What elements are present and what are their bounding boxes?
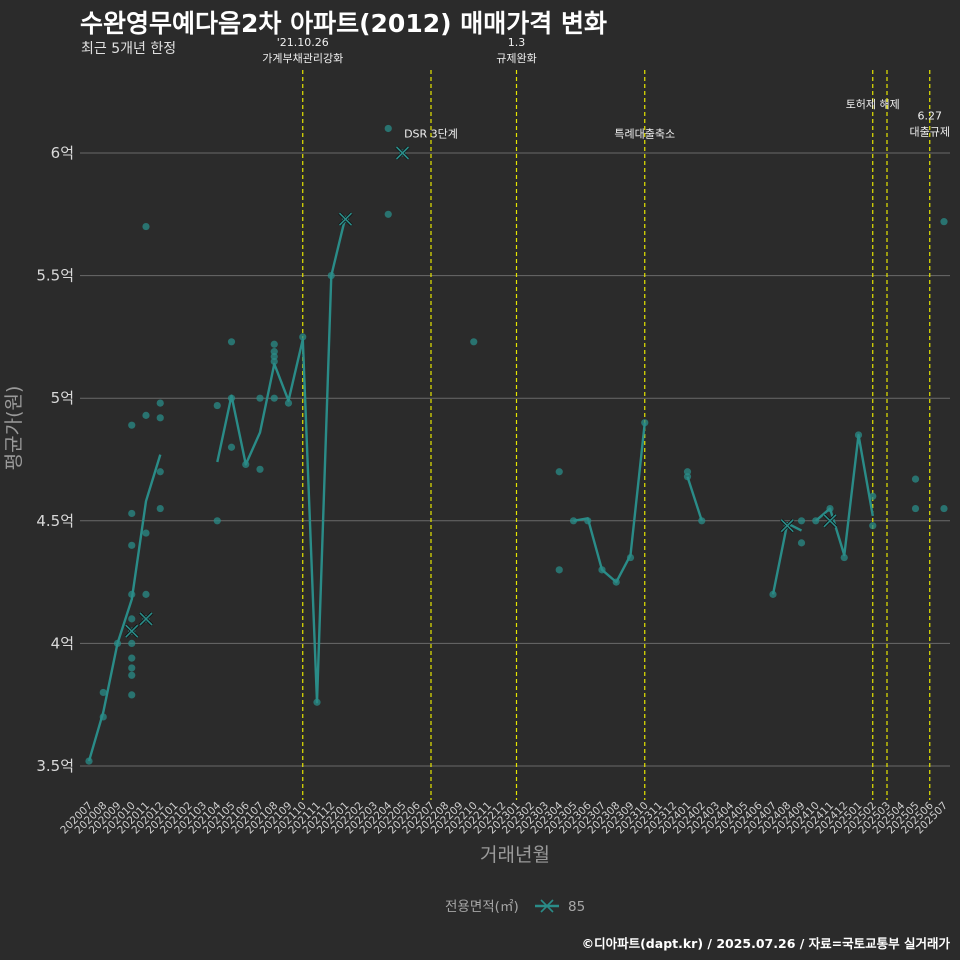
data-point: [256, 394, 264, 402]
legend-entry-85: 85: [568, 899, 585, 915]
legend: 전용면적(㎡) 85: [445, 899, 585, 915]
data-point: [156, 468, 164, 476]
data-point: [256, 465, 264, 473]
data-point: [869, 522, 877, 530]
series-line-85: [815, 433, 874, 557]
cross-marker: [780, 519, 794, 533]
data-point: [128, 421, 136, 429]
data-point: [227, 443, 236, 451]
y-tick-label: 4억: [51, 634, 74, 652]
data-point: [227, 338, 236, 346]
data-point: [270, 357, 278, 366]
data-point: [270, 394, 278, 402]
cross-marker: [139, 612, 153, 626]
data-point: [142, 529, 150, 537]
series-line-85: [771, 522, 803, 595]
data-point: [213, 517, 221, 525]
data-point: [128, 664, 136, 672]
x-axis-ticks: 2020072020082020092020102020112020122021…: [58, 799, 950, 836]
data-point: [555, 468, 563, 476]
cross-marker: [125, 624, 139, 638]
legend-cross-icon: [540, 899, 554, 913]
series-lines: [87, 216, 874, 762]
data-point: [156, 399, 164, 407]
data-point: [128, 671, 136, 679]
legend-title: 전용면적(㎡): [445, 899, 519, 915]
data-point: [555, 566, 563, 574]
data-point: [128, 691, 136, 699]
y-tick-label: 3.5억: [36, 757, 74, 775]
data-point: [797, 517, 806, 525]
data-point: [99, 688, 107, 697]
data-point: [797, 539, 806, 547]
data-point: [128, 639, 136, 648]
data-point: [940, 504, 948, 513]
series-line-85: [216, 216, 347, 704]
y-axis-ticks: 3.5억 4억 4.5억 5억 5.5억 6억: [36, 144, 74, 775]
data-point: [142, 411, 150, 419]
cross-marker: [395, 146, 410, 160]
data-point: [142, 590, 150, 598]
event-annotation: 규제완화: [496, 52, 536, 65]
event-annotation: 6.27: [918, 110, 943, 123]
cross-markers: [124, 145, 838, 639]
x-axis-title: 거래년월: [480, 844, 550, 866]
series-line-85: [686, 476, 703, 522]
data-point: [940, 218, 948, 226]
y-tick-label: 4.5억: [36, 512, 74, 530]
y-tick-label: 6억: [51, 144, 74, 162]
chart-subtitle: 최근 5개년 한정: [81, 41, 177, 57]
data-point: [299, 333, 307, 341]
data-point: [128, 541, 136, 549]
data-point: [911, 504, 920, 513]
data-point: [470, 338, 478, 346]
data-point: [213, 401, 221, 410]
data-point: [569, 517, 578, 525]
data-point: [156, 414, 164, 422]
cross-marker: [338, 212, 353, 226]
event-annotation: 특례대출축소: [614, 127, 675, 140]
event-annotation: '21.10.26: [277, 36, 329, 49]
event-annotation: 1.3: [508, 36, 526, 49]
footer-credit: ©디아파트(dapt.kr) / 2025.07.26 / 자료=국토교통부 실…: [581, 936, 950, 951]
y-axis-title: 평균가(원): [3, 386, 25, 471]
data-points: [85, 124, 948, 765]
data-point: [384, 124, 392, 133]
data-point: [840, 553, 848, 562]
data-point: [869, 492, 877, 500]
y-tick-label: 5억: [51, 389, 74, 407]
data-point: [142, 222, 150, 231]
data-point: [128, 654, 136, 662]
event-annotation: 가계부채관리강화: [262, 52, 343, 65]
data-point: [128, 509, 136, 518]
data-point: [128, 615, 136, 623]
grid-lines: [80, 152, 950, 767]
data-point: [270, 340, 278, 348]
event-annotation: DSR 3단계: [404, 127, 458, 140]
series-line-85: [87, 454, 162, 762]
series-line-85: [573, 422, 646, 584]
chart-title: 수완영무예다음2차 아파트(2012) 매매가격 변화: [80, 9, 607, 38]
y-tick-label: 5.5억: [36, 267, 74, 285]
data-point: [156, 504, 164, 513]
cross-marker: [823, 514, 837, 528]
data-point: [384, 210, 392, 218]
data-point: [911, 475, 920, 483]
event-annotation: 토허제 해제: [846, 97, 900, 111]
data-point: [284, 399, 293, 407]
event-annotation: 대출규제: [910, 126, 950, 139]
